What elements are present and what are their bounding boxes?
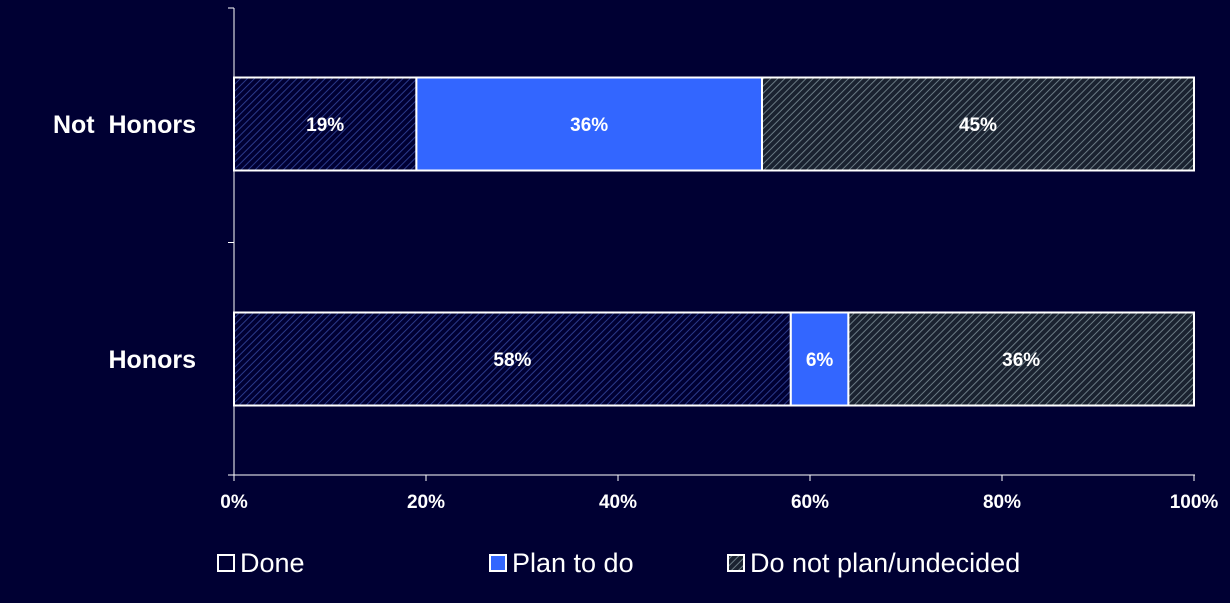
bar-segment <box>761 76 1195 172</box>
legend: Done Plan to do Do not plan/undecided <box>217 548 1020 578</box>
bar-segment <box>233 76 418 172</box>
legend-label: Do not plan/undecided <box>750 548 1020 578</box>
axes: 0% 20% 40% 60% 80% 100% Not Honors Honors <box>53 7 1219 513</box>
category-label: Not Honors <box>53 111 196 139</box>
data-label: 36% <box>1002 350 1040 371</box>
x-tick-label: 100% <box>1170 492 1219 513</box>
plot-area: 19% 36% 45% 58% 6% 36% <box>233 76 1196 407</box>
legend-swatch <box>217 554 235 572</box>
x-tick-label: 40% <box>599 492 637 513</box>
category-label: Honors <box>109 346 197 374</box>
bar-segment <box>415 76 763 172</box>
legend-swatch <box>727 554 745 572</box>
data-label: 58% <box>493 350 531 371</box>
legend-swatch <box>489 554 507 572</box>
bar-segment <box>847 311 1196 407</box>
legend-label: Plan to do <box>512 548 634 578</box>
legend-label: Done <box>240 548 305 578</box>
x-tick-label: 60% <box>791 492 829 513</box>
data-label: 45% <box>959 115 997 136</box>
data-label: 36% <box>570 115 608 136</box>
x-tick-label: 80% <box>983 492 1021 513</box>
bar-segment <box>233 311 792 407</box>
x-tick-label: 20% <box>407 492 445 513</box>
bar-segment <box>789 311 850 407</box>
data-label: 6% <box>806 350 834 371</box>
data-label: 19% <box>306 115 344 136</box>
x-tick-label: 0% <box>220 492 248 513</box>
